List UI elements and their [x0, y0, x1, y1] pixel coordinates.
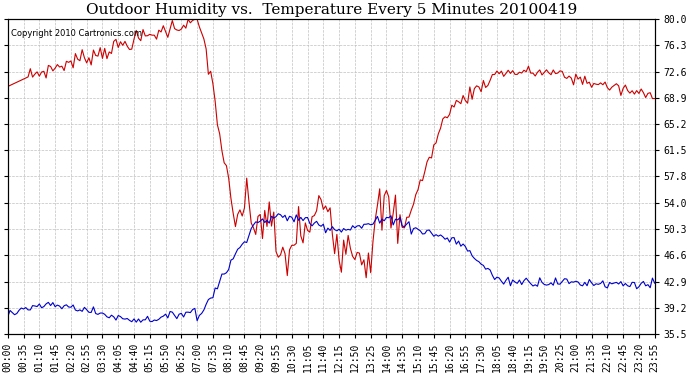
Text: Copyright 2010 Cartronics.com: Copyright 2010 Cartronics.com [11, 29, 142, 38]
Title: Outdoor Humidity vs.  Temperature Every 5 Minutes 20100419: Outdoor Humidity vs. Temperature Every 5… [86, 3, 577, 17]
